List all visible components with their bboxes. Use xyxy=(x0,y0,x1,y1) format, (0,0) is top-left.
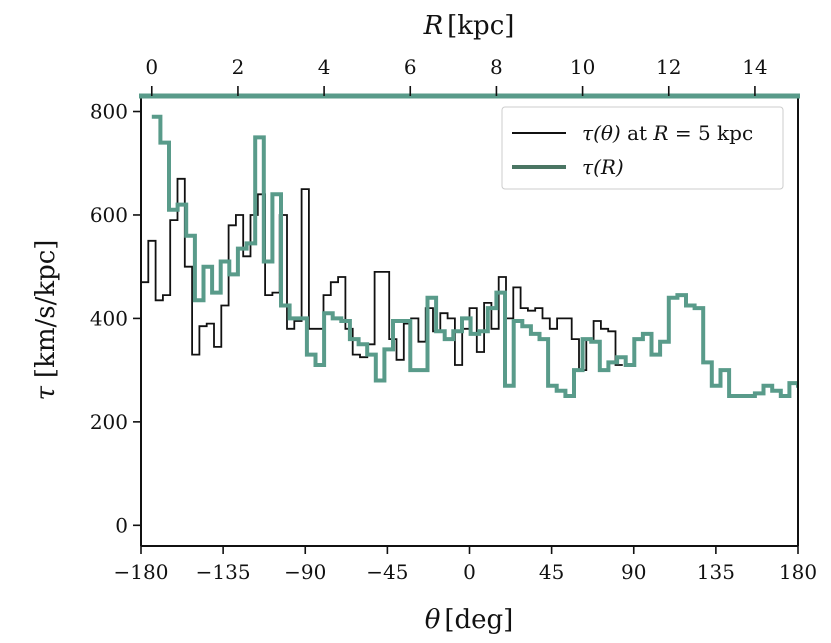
top-axis-symbol: R xyxy=(423,11,444,41)
x-axis-label: θ [deg] xyxy=(425,605,514,635)
top-tick-label: 10 xyxy=(570,55,595,79)
x-tick-label: 135 xyxy=(697,560,735,584)
legend-label-tau-theta-value: = 5 kpc xyxy=(668,121,753,145)
series-line-tau-R xyxy=(151,114,798,398)
x-axis-symbol: θ xyxy=(425,605,441,635)
y-tick-label: 200 xyxy=(90,410,128,434)
x-tick-label: 90 xyxy=(621,560,646,584)
legend-label-tau-theta-symbol: τ(θ) xyxy=(582,121,621,145)
x-tick-label: 180 xyxy=(779,560,817,584)
y-axis-unit: [km/s/kpc] xyxy=(31,240,61,379)
x-tick-label: 0 xyxy=(463,560,476,584)
series-line-tau-theta xyxy=(141,177,623,371)
x-tick-label: −90 xyxy=(284,560,326,584)
series-layer xyxy=(141,114,798,398)
x-tick-label: −45 xyxy=(366,560,408,584)
top-tick-label: 12 xyxy=(656,55,681,79)
y-axis-symbol: τ xyxy=(31,385,61,400)
x-tick-label: −180 xyxy=(114,560,169,584)
x-axis-unit: [deg] xyxy=(444,605,513,635)
top-tick-label: 0 xyxy=(145,55,158,79)
x-tick-label: 45 xyxy=(539,560,564,584)
top-axis-unit: [kpc] xyxy=(447,11,514,41)
top-axis-label: R [kpc] xyxy=(423,11,515,41)
y-tick-label: 800 xyxy=(90,100,128,124)
top-tick-label: 8 xyxy=(490,55,503,79)
legend-label-tau-r: τ(R) xyxy=(582,155,624,179)
y-tick-label: 0 xyxy=(115,513,128,537)
y-tick-label: 600 xyxy=(90,203,128,227)
top-tick-label: 14 xyxy=(742,55,767,79)
legend-label-tau-theta: τ(θ) at R = 5 kpc xyxy=(582,121,753,145)
y-axis-label: τ [km/s/kpc] xyxy=(31,240,61,401)
x-tick-label: −135 xyxy=(196,560,251,584)
legend: τ(θ) at R = 5 kpc τ(R) xyxy=(501,106,784,190)
legend-label-tau-theta-r: R xyxy=(652,121,668,145)
top-tick-label: 6 xyxy=(404,55,417,79)
legend-box xyxy=(501,106,784,190)
y-tick-label: 400 xyxy=(90,306,128,330)
legend-label-tau-theta-at: at xyxy=(621,121,654,145)
top-tick-label: 4 xyxy=(318,55,331,79)
ticks: −180 −135 −90 −45 0 45 90 135 180 0 200 400 600 800 0 2… xyxy=(90,55,817,584)
top-tick-label: 2 xyxy=(232,55,245,79)
